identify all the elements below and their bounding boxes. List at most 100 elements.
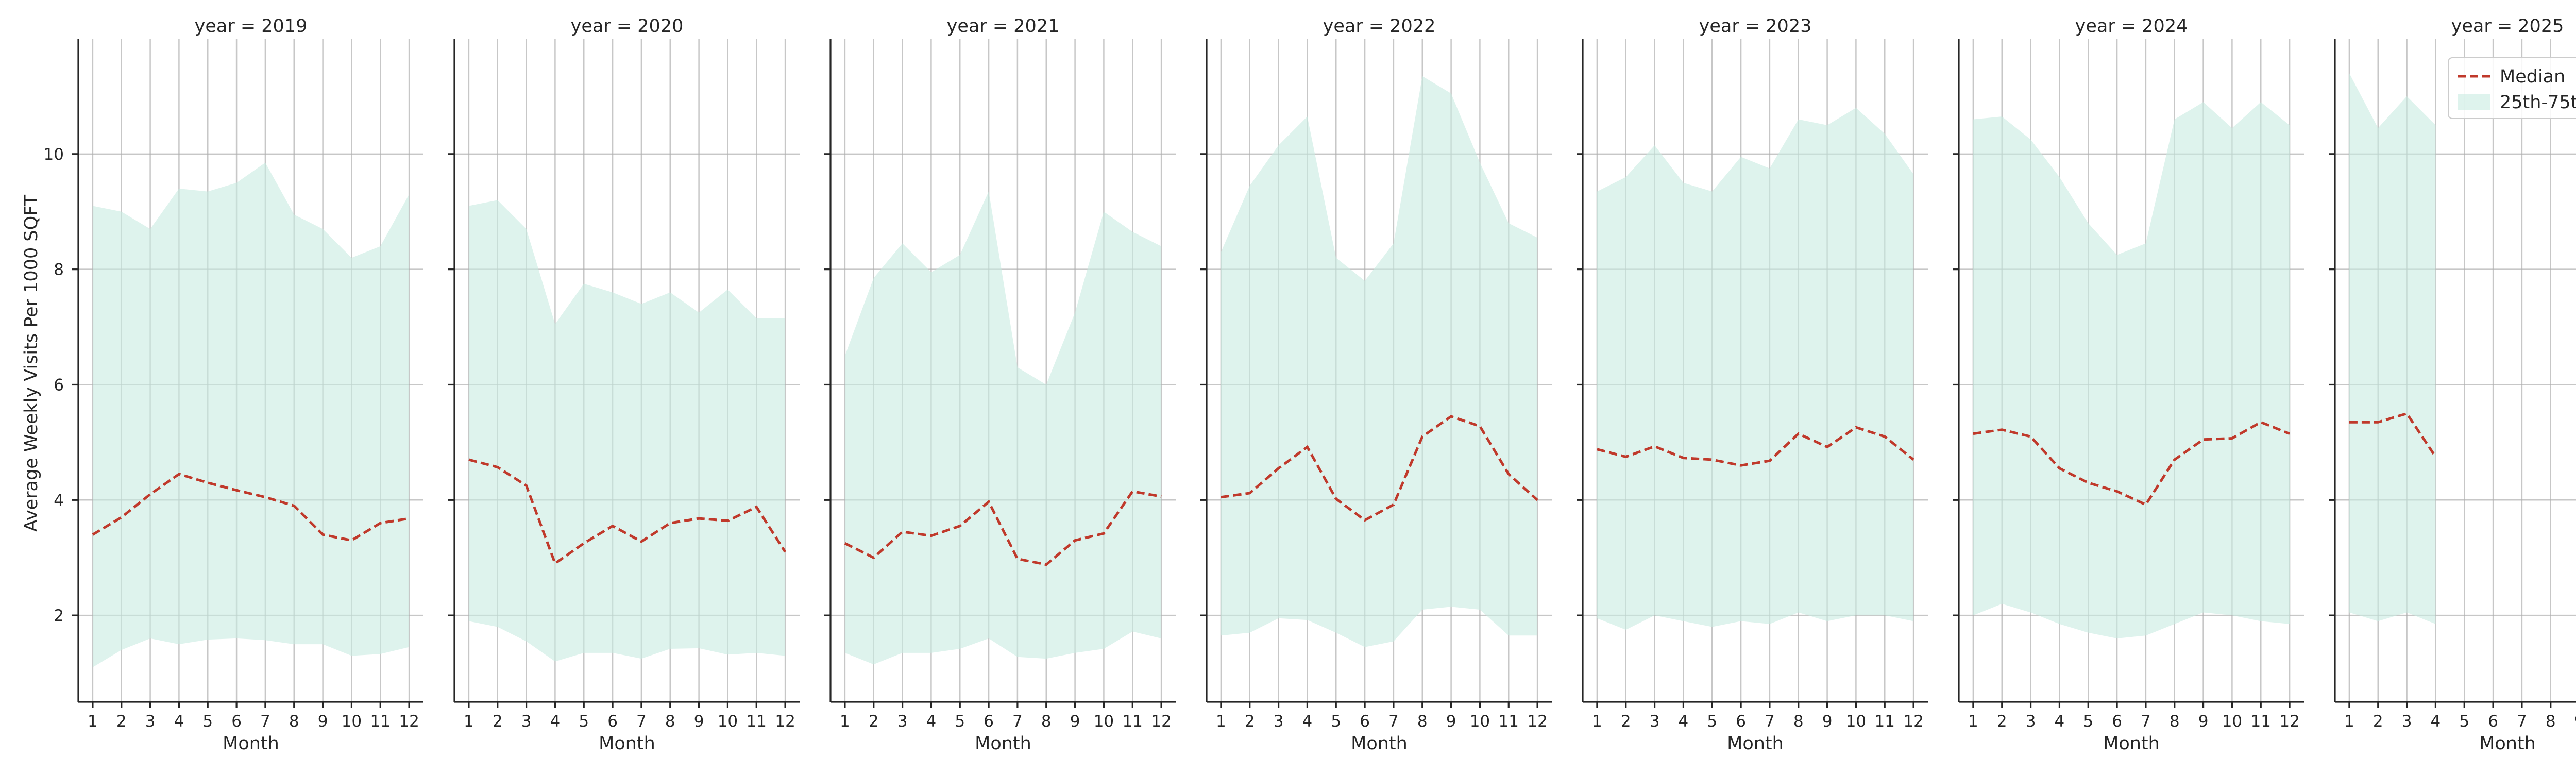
x-tick-label: 3 (145, 712, 156, 731)
x-axis-label: Month (599, 733, 655, 754)
x-tick-label: 2 (1997, 712, 2007, 731)
x-tick-label: 7 (1012, 712, 1023, 731)
percentile-band-2023 (1597, 108, 1914, 630)
x-tick-label: 4 (174, 712, 184, 731)
x-tick-label: 6 (1736, 712, 1746, 731)
x-tick-label: 9 (2198, 712, 2209, 731)
facet-2025: year = 2025123456789101112Month (2329, 16, 2576, 754)
x-axis-label: Month (1351, 733, 1408, 754)
facet-title: year = 2024 (2075, 16, 2188, 37)
x-tick-label: 3 (521, 712, 532, 731)
legend-label: Median (2500, 66, 2565, 87)
x-tick-label: 10 (1846, 712, 1866, 731)
facet-title: year = 2020 (571, 16, 684, 37)
x-tick-label: 11 (1123, 712, 1143, 731)
x-tick-label: 10 (2222, 712, 2242, 731)
median-line-2022 (1221, 415, 1538, 522)
x-tick-label: 5 (1707, 712, 1717, 731)
x-tick-label: 6 (2488, 712, 2498, 731)
x-tick-label: 4 (2431, 712, 2441, 731)
x-axis-label: Month (2479, 733, 2536, 754)
x-tick-label: 11 (1875, 712, 1895, 731)
x-tick-label: 5 (2083, 712, 2093, 731)
x-tick-label: 10 (342, 712, 362, 731)
x-tick-label: 6 (231, 712, 242, 731)
x-axis-label: Month (1727, 733, 1784, 754)
x-tick-label: 1 (88, 712, 98, 731)
legend: Median 25th-75th Percentile (2448, 57, 2576, 119)
x-tick-label: 4 (550, 712, 561, 731)
x-tick-label: 9 (1446, 712, 1456, 731)
x-tick-label: 9 (1070, 712, 1080, 731)
x-tick-label: 2 (1621, 712, 1631, 731)
x-tick-label: 3 (897, 712, 908, 731)
x-tick-label: 12 (399, 712, 419, 731)
median-line-2019 (92, 473, 410, 542)
x-tick-label: 1 (2344, 712, 2354, 731)
x-tick-label: 10 (1094, 712, 1114, 731)
x-tick-label: 7 (2141, 712, 2151, 731)
facet-title: year = 2021 (947, 16, 1060, 37)
x-tick-label: 6 (984, 712, 994, 731)
x-tick-label: 1 (840, 712, 850, 731)
x-tick-label: 12 (2279, 712, 2299, 731)
median-line-2024 (1973, 421, 2291, 507)
percentile-band-2022 (1221, 76, 1538, 647)
x-tick-label: 3 (2026, 712, 2036, 731)
x-tick-label: 3 (1274, 712, 1284, 731)
legend-swatch-band (2458, 94, 2490, 110)
x-tick-label: 8 (289, 712, 299, 731)
x-tick-label: 2 (116, 712, 127, 731)
x-tick-label: 1 (464, 712, 474, 731)
x-tick-label: 10 (718, 712, 738, 731)
legend-entry-patch: 25th-75th Percentile (2458, 92, 2576, 113)
median-line-2023 (1597, 426, 1914, 467)
x-tick-label: 9 (694, 712, 704, 731)
x-axis-label: Month (2103, 733, 2160, 754)
facet-title: year = 2019 (195, 16, 308, 37)
x-tick-label: 2 (493, 712, 503, 731)
percentile-band-2024 (1973, 102, 2290, 638)
y-tick-label: 8 (54, 261, 64, 279)
x-tick-label: 5 (579, 712, 589, 731)
x-tick-label: 5 (2459, 712, 2469, 731)
y-axis-label: Average Weekly Visits Per 1000 SQFT (21, 194, 42, 532)
facet-title: year = 2025 (2451, 16, 2564, 37)
x-tick-label: 5 (955, 712, 965, 731)
x-tick-label: 2 (2373, 712, 2383, 731)
legend-label: 25th-75th Percentile (2500, 92, 2576, 113)
x-tick-label: 7 (260, 712, 270, 731)
x-tick-label: 11 (2251, 712, 2271, 731)
x-tick-label: 5 (1331, 712, 1341, 731)
x-tick-label: 4 (2055, 712, 2065, 731)
x-tick-label: 4 (1302, 712, 1313, 731)
x-tick-label: 5 (202, 712, 213, 731)
legend-entry-line: Median (2458, 66, 2565, 87)
x-tick-label: 12 (1151, 712, 1171, 731)
y-tick-label: 2 (54, 607, 64, 625)
x-tick-label: 8 (2170, 712, 2180, 731)
x-tick-label: 8 (1041, 712, 1052, 731)
x-tick-label: 7 (1388, 712, 1399, 731)
x-tick-label: 1 (1592, 712, 1602, 731)
x-tick-label: 4 (926, 712, 937, 731)
x-tick-label: 2 (1245, 712, 1255, 731)
x-tick-label: 8 (1417, 712, 1428, 731)
x-tick-label: 1 (1968, 712, 1978, 731)
x-tick-label: 11 (747, 712, 767, 731)
x-axis-label: Month (975, 733, 1031, 754)
x-tick-label: 10 (1470, 712, 1490, 731)
x-tick-label: 3 (1650, 712, 1660, 731)
x-tick-label: 8 (1793, 712, 1804, 731)
x-tick-label: 7 (1765, 712, 1775, 731)
x-tick-label: 7 (636, 712, 647, 731)
percentile-band-2021 (844, 191, 1162, 665)
x-tick-label: 3 (2402, 712, 2412, 731)
